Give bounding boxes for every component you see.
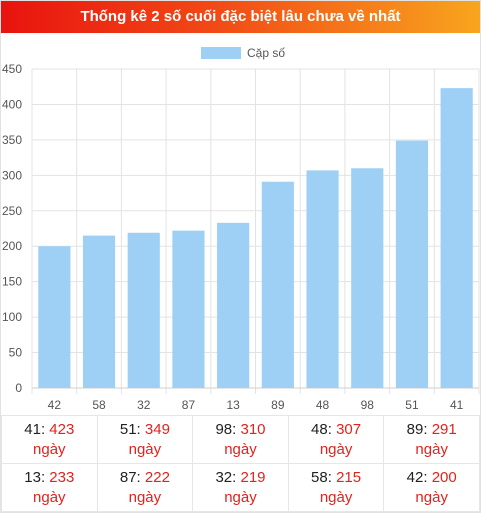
x-tick-label: 51 [405,398,419,412]
pair-number: 98 [215,420,233,438]
bar-chart: Cặp số 0 50 100 150 200 250 300 350 400 450 42 58 32 8… [2,46,480,412]
bar [261,181,294,388]
y-tick-label: 0 [15,381,22,395]
stat-cell: 13: 233 ngày [1,463,98,512]
stat-cell: 48: 307 ngày [287,415,385,464]
stat-cell: 42: 200 ngày [383,463,480,512]
y-tick-label: 450 [2,62,22,76]
days-unit: ngày [415,488,448,506]
x-tick-label: 89 [271,398,285,412]
pair-number: 42 [406,468,424,486]
x-tick-label: 58 [92,398,106,412]
days-unit: ngày [33,440,66,458]
days-value: 307 [336,420,362,438]
y-tick-label: 100 [2,310,22,324]
stat-cell: 32: 219 ngày [192,463,289,512]
pair-number: 87 [119,468,137,486]
stat-cell: 87: 222 ngày [96,463,194,512]
days-unit: ngày [415,440,448,458]
x-tick-label: 32 [137,398,151,412]
widget-title: Thống kê 2 số cuối đặc biệt lâu chưa về … [1,1,480,33]
legend-label: Cặp số [247,46,285,60]
y-tick-label: 250 [2,204,22,218]
pair-number: 48 [311,420,328,438]
bar [395,140,429,388]
stats-table: 41: 423 ngày 51: 349 ngày 98: 310 ngày 48: … [1,415,480,512]
y-tick-label: 200 [2,239,22,253]
days-unit: ngày [224,440,257,458]
stat-cell: 41: 423 ngày [1,415,98,464]
stat-cell: 58: 215 ngày [287,463,385,512]
y-tick-label: 50 [9,346,23,360]
x-tick-label: 13 [226,398,240,412]
days-value: 423 [49,420,75,438]
pair-number: 13 [24,468,41,486]
y-tick-label: 350 [2,133,22,147]
days-unit: ngày [319,440,353,458]
bar [306,170,339,388]
stat-cell: 98: 310 ngày [192,415,289,464]
days-unit: ngày [224,488,257,506]
pair-number: 51 [119,420,137,438]
days-value: 291 [431,420,457,438]
days-value: 349 [144,420,170,438]
days-value: 310 [240,420,266,438]
stat-cell: 51: 349 ngày [96,415,194,464]
x-tick-label: 42 [48,398,62,412]
y-tick-label: 300 [2,168,22,182]
x-tick-label: 87 [182,398,196,412]
bar [440,88,473,388]
bar [351,168,384,388]
table-row: 13: 233 ngày 87: 222 ngày 32: 219 ngày 58: … [1,463,480,512]
x-tick-label: 48 [316,398,330,412]
days-value: 233 [49,468,75,486]
bar [82,235,116,388]
days-value: 200 [431,468,457,486]
x-tick-label: 41 [450,398,464,412]
y-tick-label: 400 [2,97,22,111]
bar [127,232,160,388]
pair-number: 32 [215,468,233,486]
legend-swatch [201,47,241,59]
pair-number: 89 [406,420,424,438]
x-tick-label: 98 [361,398,375,412]
table-row: 41: 423 ngày 51: 349 ngày 98: 310 ngày 48: … [1,415,480,464]
pair-number: 41 [24,420,41,438]
bar [217,222,250,388]
stat-cell: 89: 291 ngày [383,415,480,464]
days-unit: ngày [128,440,162,458]
days-unit: ngày [33,488,66,506]
days-unit: ngày [319,488,353,506]
pair-number: 58 [311,468,328,486]
days-value: 215 [336,468,362,486]
days-value: 222 [144,468,170,486]
days-unit: ngày [128,488,162,506]
y-tick-label: 150 [2,275,22,289]
bar [172,230,205,388]
days-value: 219 [240,468,266,486]
bar [38,246,71,388]
